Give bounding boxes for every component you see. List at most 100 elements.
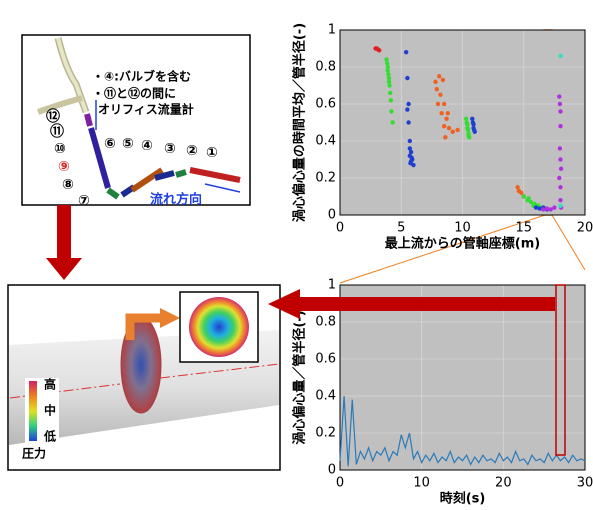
part-label: ⑧ <box>62 177 74 193</box>
point <box>473 130 477 134</box>
point <box>384 57 388 61</box>
point <box>558 102 562 106</box>
note: オリフィス流量計 <box>98 102 194 117</box>
y-tick-label: 0.8 <box>315 315 336 330</box>
part-label: ⑫ <box>46 108 60 125</box>
cfd-view: 高 中 低 圧力 <box>8 285 280 470</box>
x-tick-label: 20 <box>495 476 512 491</box>
y-tick-label: 1 <box>328 278 336 293</box>
point <box>467 135 471 139</box>
part-label: ③ <box>164 141 176 157</box>
big-arrow <box>57 205 71 260</box>
y-axis-title: 渦心偏心量／管半径(-) <box>292 310 308 444</box>
point <box>389 109 393 113</box>
point <box>557 176 561 180</box>
figure: ・④:バルブを含む ・⑪と⑫の間に オリフィス流量計 流れ方向 ⑫ ⑪ ⑩ ⑨ … <box>0 0 593 506</box>
y-tick-label: 0.6 <box>315 97 336 112</box>
point <box>442 102 446 106</box>
part-label: ⑪ <box>50 123 64 140</box>
y-tick-label: 0.2 <box>315 426 336 441</box>
point <box>552 205 556 209</box>
legend-label: 中 <box>44 403 56 418</box>
y-tick-label: 1 <box>328 23 336 38</box>
point <box>406 102 410 106</box>
point <box>435 87 439 91</box>
point <box>433 80 437 84</box>
point <box>559 167 563 171</box>
point <box>439 111 443 115</box>
plot-area <box>340 285 585 470</box>
point <box>541 207 545 211</box>
point <box>470 117 474 121</box>
point <box>406 120 410 124</box>
part-label: ⑤ <box>122 136 134 152</box>
pipe <box>176 172 186 175</box>
point <box>534 205 538 209</box>
point <box>404 50 408 54</box>
part-label: ⑨ <box>58 159 70 175</box>
point <box>444 117 448 121</box>
color-scale <box>29 381 37 441</box>
pressure-contour <box>189 297 249 357</box>
point <box>389 98 393 102</box>
legend-label: 低 <box>43 429 56 444</box>
point <box>558 54 562 58</box>
note: ・④:バルブを含む <box>92 69 191 84</box>
point <box>385 61 389 65</box>
x-axis-title: 時刻(s) <box>440 491 486 507</box>
point <box>558 198 562 202</box>
legend-title: 圧力 <box>22 446 46 461</box>
point <box>537 206 541 210</box>
point <box>386 69 390 73</box>
point <box>451 130 455 134</box>
point <box>436 102 440 106</box>
y-tick-label: 0.2 <box>315 171 336 186</box>
point <box>557 94 561 98</box>
point <box>408 139 412 143</box>
point <box>408 161 412 165</box>
point <box>446 111 450 115</box>
point <box>466 128 470 132</box>
y-tick-label: 0.8 <box>315 60 336 75</box>
y-tick-label: 0.4 <box>315 134 336 149</box>
point <box>409 155 413 159</box>
big-arrow <box>46 258 82 280</box>
y-tick-label: 0.4 <box>315 389 336 404</box>
pipe-diagram: ・④:バルブを含む ・⑪と⑫の間に オリフィス流量計 流れ方向 ⑫ ⑪ ⑩ ⑨ … <box>22 35 250 209</box>
point <box>522 194 526 198</box>
point <box>447 126 451 130</box>
x-tick-label: 10 <box>454 221 471 236</box>
x-tick-label: 20 <box>577 221 593 236</box>
point <box>519 191 523 195</box>
part-label: ⑩ <box>54 141 66 157</box>
point <box>558 157 562 161</box>
part-label: ⑥ <box>104 136 116 152</box>
x-tick-label: 0 <box>336 476 344 491</box>
point <box>558 109 562 113</box>
part-label: ② <box>186 143 198 159</box>
legend-label: 高 <box>44 377 56 392</box>
point <box>443 135 447 139</box>
x-tick-label: 15 <box>515 221 532 236</box>
point <box>387 83 391 87</box>
x-tick-label: 10 <box>413 476 430 491</box>
point <box>437 74 441 78</box>
point <box>438 93 442 97</box>
point <box>388 91 392 95</box>
part-label: ① <box>206 145 218 161</box>
point <box>405 107 409 111</box>
point <box>545 206 549 210</box>
pipe <box>87 114 90 126</box>
point <box>558 185 562 189</box>
point <box>558 204 562 208</box>
y-tick-label: 0.6 <box>315 352 336 367</box>
y-tick-label: 0 <box>328 208 336 223</box>
x-tick-label: 5 <box>397 221 405 236</box>
point <box>455 128 459 132</box>
x-tick-label: 0 <box>336 221 344 236</box>
point <box>464 117 468 121</box>
flow-label: 流れ方向 <box>150 192 202 208</box>
point <box>387 80 391 84</box>
point <box>377 48 381 52</box>
